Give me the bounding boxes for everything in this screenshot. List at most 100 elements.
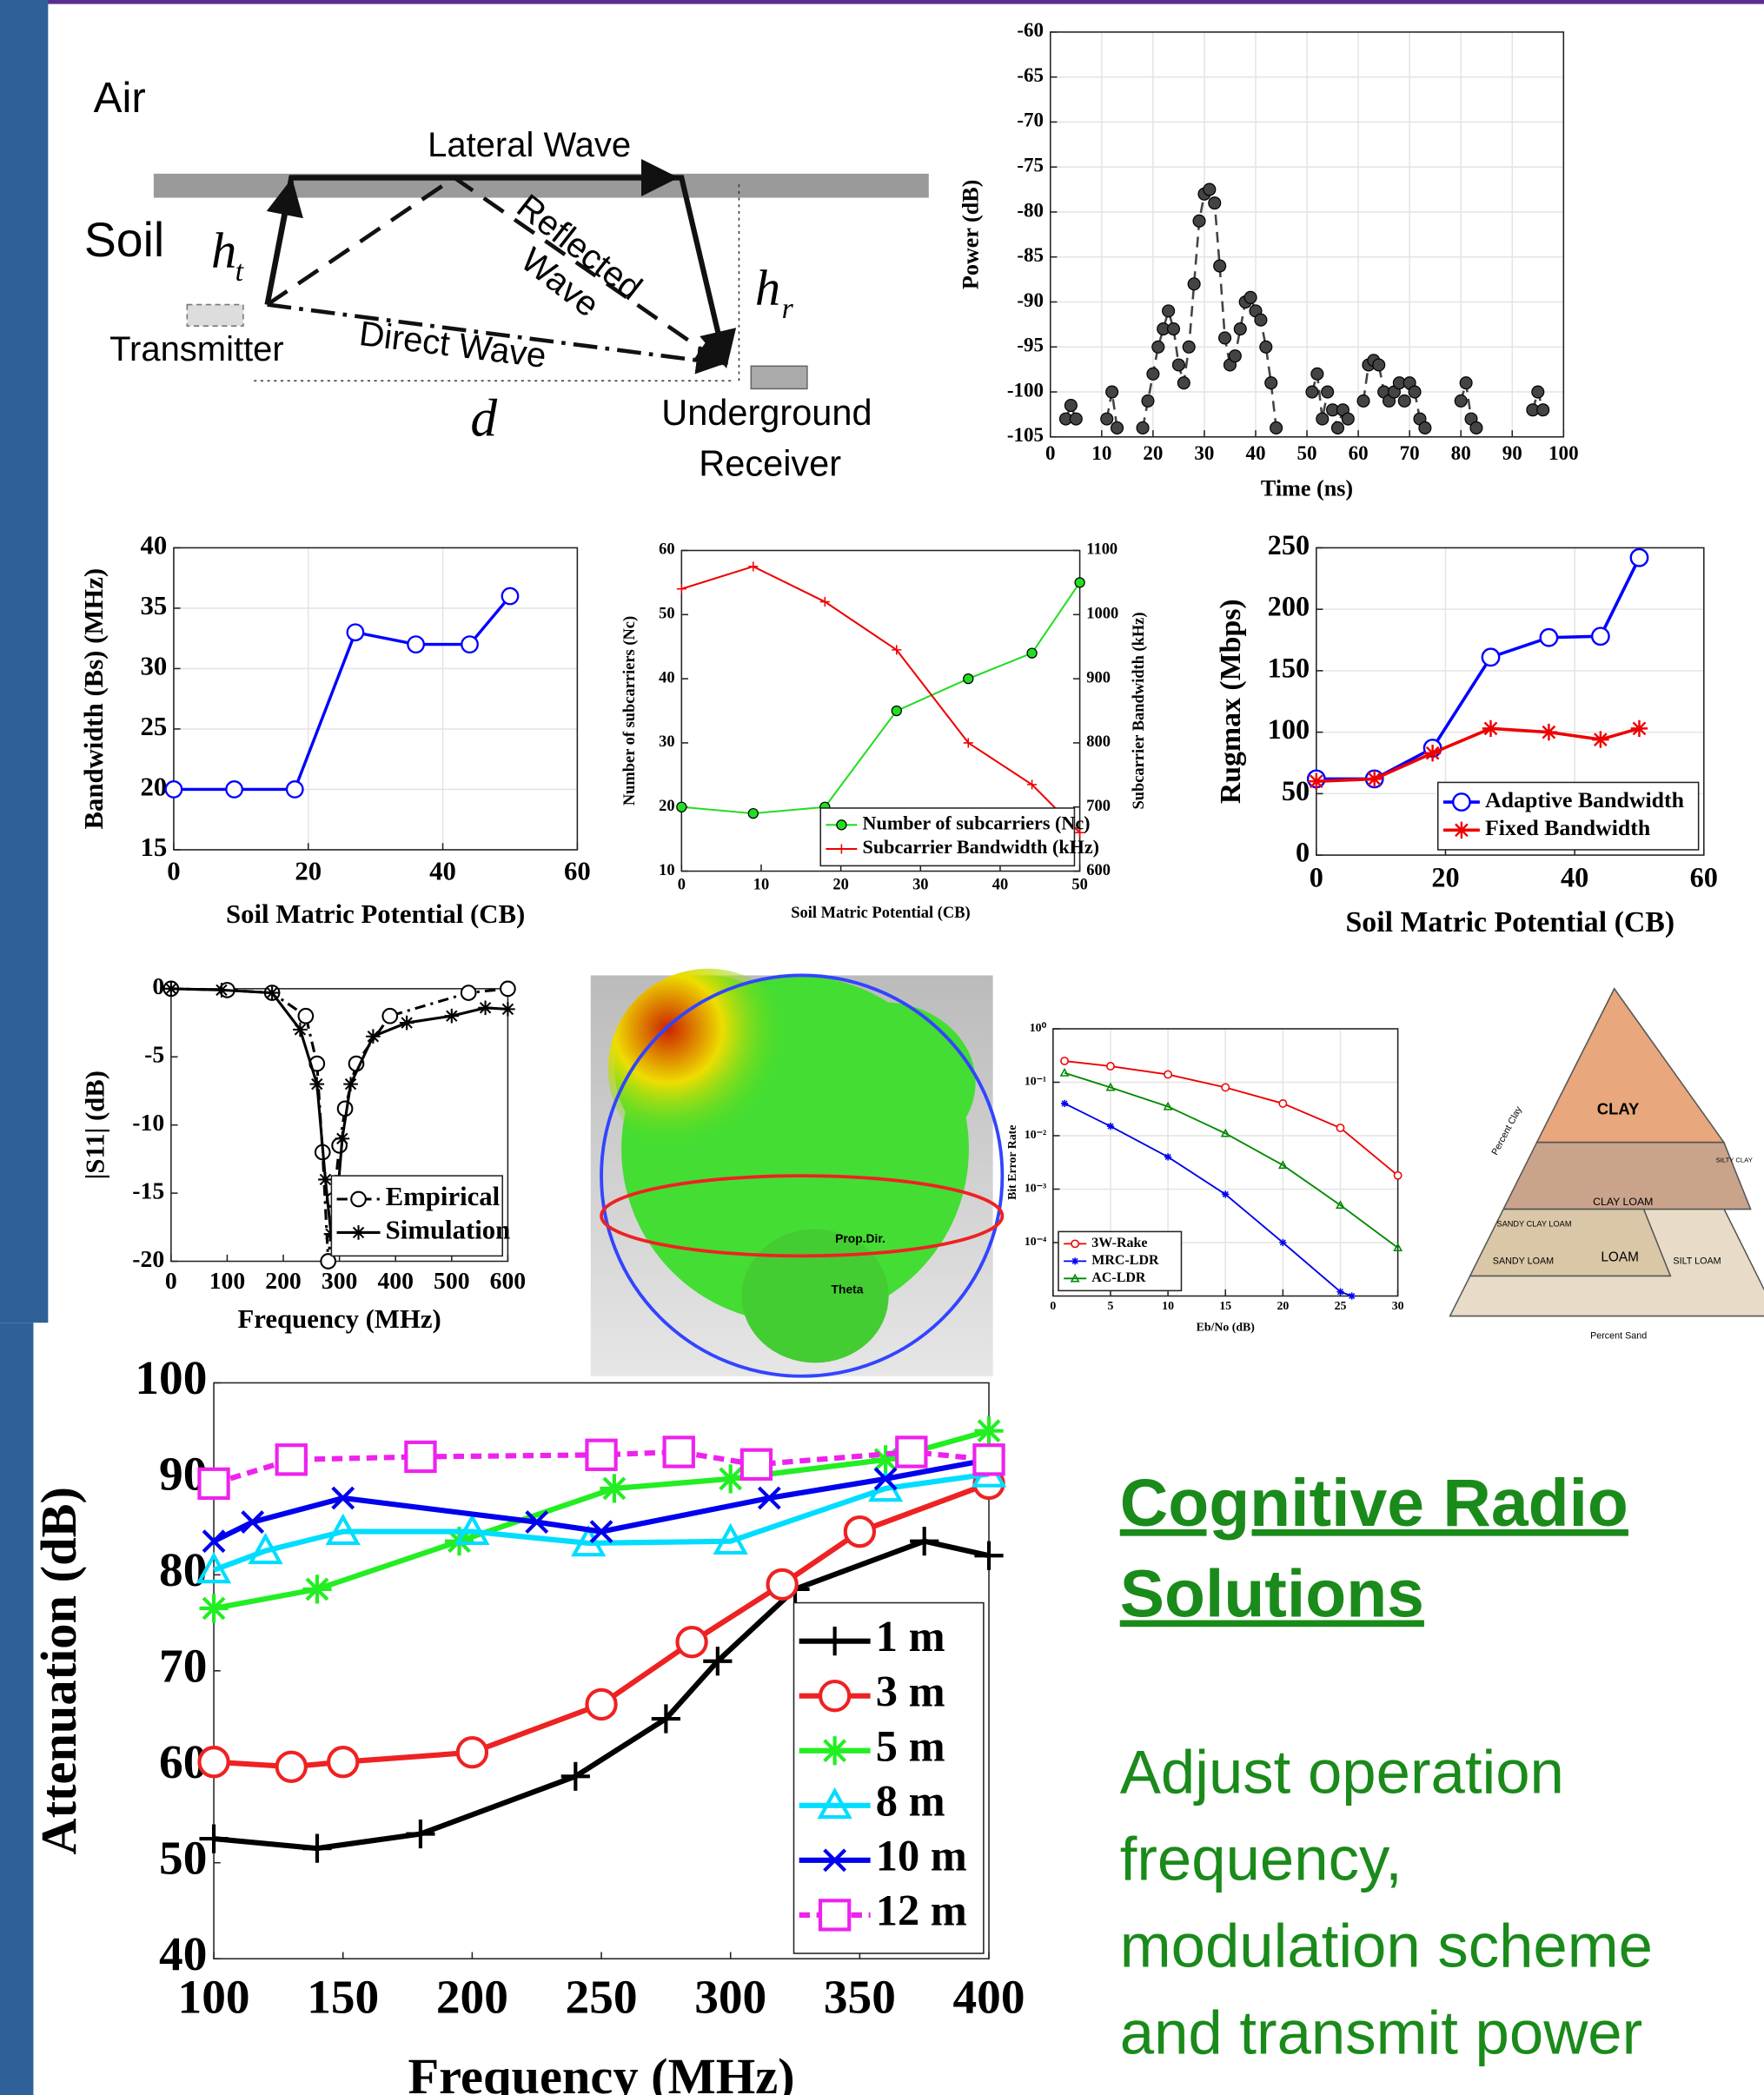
marker [164, 982, 179, 997]
y-tick-label: 250 [1268, 529, 1310, 560]
y-tick-label: 10⁻³ [1025, 1182, 1046, 1195]
y-tick-label: 25 [140, 712, 167, 741]
legend-label: Adaptive Bandwidth [1485, 787, 1684, 812]
y-tick-label: 150 [1268, 652, 1310, 683]
x-tick-label: 200 [265, 1267, 301, 1294]
x-tick-label: 600 [490, 1267, 526, 1294]
legend-label: 10 m [876, 1831, 967, 1880]
x-tick-label: 30 [1194, 441, 1214, 464]
label: r [782, 293, 794, 325]
legend-marker [820, 1681, 849, 1710]
label: h [211, 222, 236, 279]
marker [318, 1172, 333, 1187]
x-tick-label: 10 [1091, 441, 1111, 464]
title: Solutions [1120, 1557, 1424, 1632]
label: Receiver [699, 442, 841, 483]
label: CLAY [1597, 1099, 1640, 1117]
marker [1265, 377, 1277, 389]
x-tick-label: 60 [564, 857, 591, 886]
legend-label: 5 m [876, 1721, 945, 1770]
marker [1101, 413, 1113, 425]
legend-label: Simulation [386, 1216, 511, 1245]
marker [444, 1009, 459, 1024]
marker [1532, 386, 1544, 398]
y-tick-label: 30 [659, 733, 674, 750]
y-tick-label: -60 [1017, 18, 1044, 41]
marker [1470, 422, 1482, 434]
x-tick-label: 20 [832, 875, 848, 892]
marker [1229, 350, 1241, 362]
y-tick-label: -95 [1017, 334, 1044, 356]
legend-label: 3W-Rake [1091, 1236, 1147, 1250]
label: Soil [84, 213, 164, 267]
legend-label: MRC-LDR [1091, 1253, 1159, 1268]
x-tick-label: 70 [1400, 441, 1420, 464]
legend-marker [820, 1900, 849, 1929]
y-tick-label: 35 [140, 591, 167, 620]
marker [1308, 773, 1324, 790]
x-tick-label: 400 [377, 1267, 413, 1294]
marker [1357, 394, 1369, 407]
marker [461, 985, 476, 1000]
y-tick-label: 20 [659, 797, 674, 814]
legend-label: AC-LDR [1091, 1270, 1146, 1285]
x-tick-label: 60 [1690, 862, 1718, 893]
marker [1455, 394, 1467, 407]
legend-marker [351, 1192, 366, 1207]
y-tick-label: 80 [159, 1543, 207, 1596]
marker [1234, 323, 1246, 335]
x-tick-label: 350 [824, 1971, 896, 2024]
x-tick-label: 0 [1310, 862, 1323, 893]
x-axis-label: Frequency (MHz) [237, 1304, 441, 1334]
marker [199, 1594, 228, 1622]
marker [1279, 1100, 1286, 1107]
x-tick-label: 15 [1219, 1299, 1231, 1312]
marker [1214, 260, 1226, 272]
marker [1336, 1288, 1343, 1295]
marker [199, 1747, 228, 1776]
label: d [470, 388, 497, 448]
marker [1482, 720, 1499, 737]
x-tick-label: 0 [1050, 1299, 1056, 1312]
y2-axis-label: Subcarrier Bandwidth (kHz) [1130, 612, 1148, 809]
marker [587, 1690, 615, 1719]
marker [665, 1437, 693, 1466]
y2-tick-label: 1000 [1086, 605, 1118, 622]
label: Theta [832, 1282, 864, 1296]
x-axis-label: Soil Matric Potential (CB) [1345, 906, 1674, 938]
marker [1424, 745, 1441, 761]
marker [1336, 1124, 1343, 1131]
legend-label: 1 m [876, 1612, 945, 1661]
y-axis-label: Rugmax (Mbps) [1215, 599, 1247, 804]
y-tick-label: -20 [132, 1245, 164, 1272]
label: CLAY LOAM [1593, 1196, 1653, 1208]
marker [277, 1753, 306, 1781]
lobe [788, 1002, 975, 1163]
marker [1342, 413, 1354, 425]
marker [1332, 422, 1344, 434]
x-tick-label: 30 [1392, 1299, 1404, 1312]
label: Transmitter [109, 330, 284, 368]
marker [1222, 1084, 1229, 1091]
y-axis-label: Number of subcarriers (Nc) [620, 616, 639, 806]
marker [1349, 1292, 1356, 1299]
y-tick-label: 10 [659, 861, 674, 878]
x-tick-label: 250 [566, 1971, 638, 2024]
side-bar [0, 0, 48, 1323]
marker [366, 1029, 381, 1044]
y-tick-label: 100 [1268, 713, 1310, 745]
y-tick-label: -75 [1017, 154, 1044, 176]
marker [1183, 341, 1195, 353]
legend-label: 8 m [876, 1776, 945, 1825]
marker [302, 1575, 331, 1603]
x-tick-label: 300 [694, 1971, 766, 2024]
marker [1164, 1153, 1171, 1160]
marker [1316, 413, 1329, 425]
label: SILTY CLAY [1716, 1157, 1753, 1164]
x-tick-label: 200 [436, 1971, 508, 2024]
y-tick-label: -90 [1017, 288, 1044, 311]
y-axis-label: |S11| (dB) [80, 1071, 109, 1179]
marker [406, 1442, 434, 1471]
marker [478, 1000, 493, 1015]
x-tick-label: 40 [1245, 441, 1265, 464]
